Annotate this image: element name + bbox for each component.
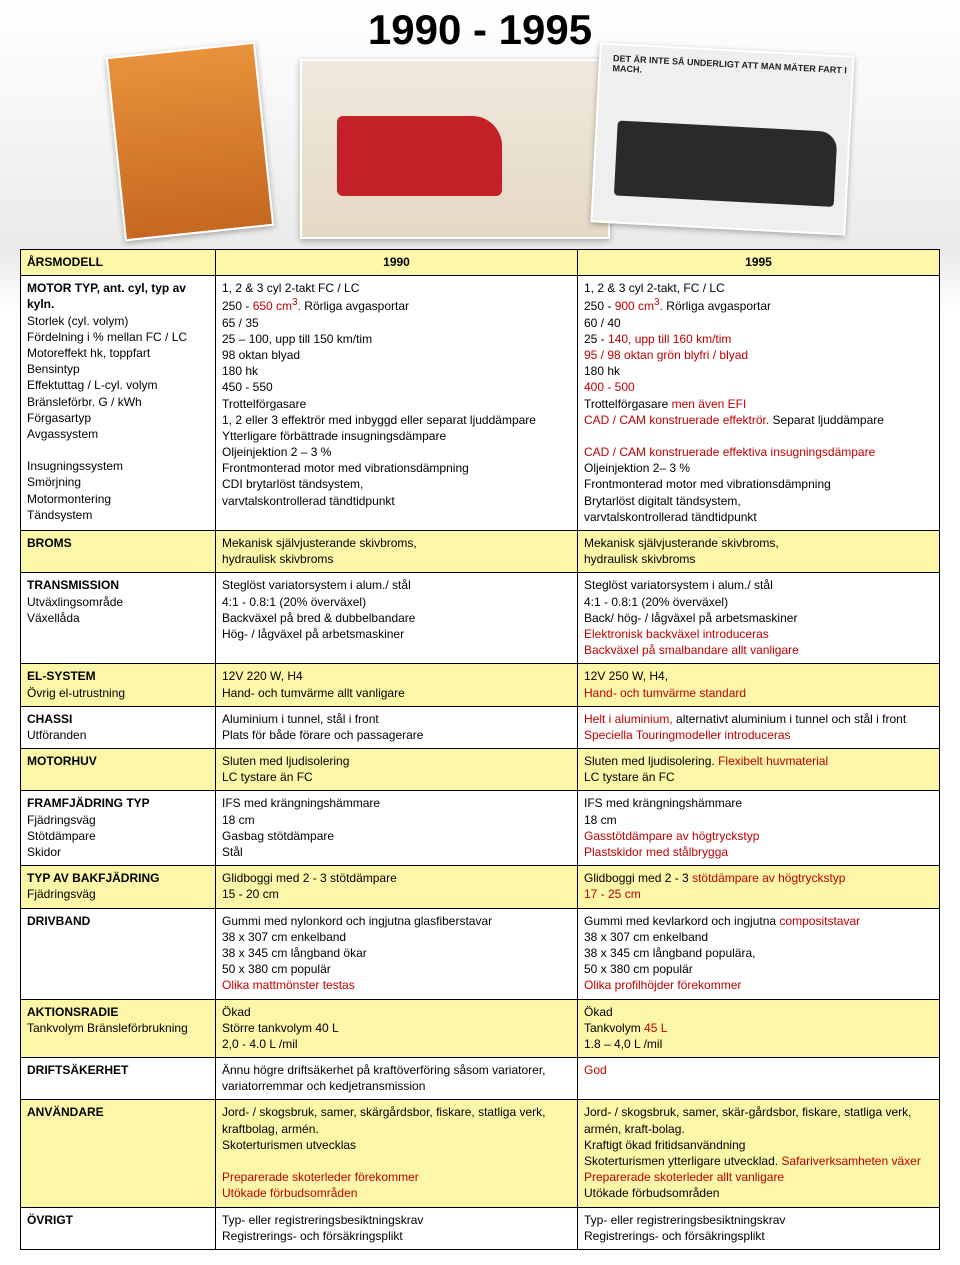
table-row: TYP AV BAKFJÄDRINGFjädringsvägGlidboggi …: [21, 866, 940, 908]
hero-images: DET ÄR INTE SÅ UNDERLIGT ATT MAN MÄTER F…: [0, 54, 960, 249]
row-1990: Steglöst variatorsystem i alum./ stål4:1…: [216, 573, 578, 664]
row-1995: 12V 250 W, H4,Hand- och tumvärme standar…: [578, 664, 940, 706]
row-1990: Jord- / skogsbruk, samer, skärgårdsbor, …: [216, 1100, 578, 1207]
row-1990: IFS med krängningshämmare18 cmGasbag stö…: [216, 791, 578, 866]
table-row: MOTORHUVSluten med ljudisoleringLC tysta…: [21, 749, 940, 791]
row-1995: Helt i aluminium, alternativt aluminium …: [578, 706, 940, 748]
row-label: TYP AV BAKFJÄDRINGFjädringsväg: [21, 866, 216, 908]
header-label: ÅRSMODELL: [21, 250, 216, 276]
row-1995: ÖkadTankvolym 45 L1.8 – 4,0 L /mil: [578, 999, 940, 1058]
hero-card-1: [106, 42, 275, 242]
row-1990: Typ- eller registreringsbesiktningskravR…: [216, 1207, 578, 1249]
row-1995: Jord- / skogsbruk, samer, skär-gårdsbor,…: [578, 1100, 940, 1207]
row-1995: Gummi med kevlarkord och ingjutna compos…: [578, 908, 940, 999]
table-row: DRIVBANDGummi med nylonkord och ingjutna…: [21, 908, 940, 999]
row-1995: Typ- eller registreringsbesiktningskravR…: [578, 1207, 940, 1249]
table-row: MOTOR TYP, ant. cyl, typ av kyln.Storlek…: [21, 276, 940, 531]
page: 1990 - 1995 DET ÄR INTE SÅ UNDERLIGT ATT…: [0, 0, 960, 1250]
table-row: TRANSMISSIONUtväxlingsområdeVäxellådaSte…: [21, 573, 940, 664]
row-label: MOTOR TYP, ant. cyl, typ av kyln.Storlek…: [21, 276, 216, 531]
header-1995: 1995: [578, 250, 940, 276]
table-row: CHASSIUtförandenAluminium i tunnel, stål…: [21, 706, 940, 748]
row-1990: Sluten med ljudisoleringLC tystare än FC: [216, 749, 578, 791]
row-1990: Aluminium i tunnel, stål i frontPlats fö…: [216, 706, 578, 748]
row-1990: ÖkadStörre tankvolym 40 L2,0 - 4.0 L /mi…: [216, 999, 578, 1058]
row-1995: Glidboggi med 2 - 3 stötdämpare av högtr…: [578, 866, 940, 908]
row-label: ANVÄNDARE: [21, 1100, 216, 1207]
row-label: ÖVRIGT: [21, 1207, 216, 1249]
table-row: BROMSMekanisk självjusterande skivbroms,…: [21, 531, 940, 573]
row-label: CHASSIUtföranden: [21, 706, 216, 748]
row-label: AKTIONSRADIETankvolym Bränsleförbrukning: [21, 999, 216, 1058]
row-1995: God: [578, 1058, 940, 1100]
row-label: DRIFTSÄKERHET: [21, 1058, 216, 1100]
table-row: ÖVRIGTTyp- eller registreringsbesiktning…: [21, 1207, 940, 1249]
row-label: DRIVBAND: [21, 908, 216, 999]
page-title: 1990 - 1995: [0, 0, 960, 54]
row-1990: 12V 220 W, H4Hand- och tumvärme allt van…: [216, 664, 578, 706]
row-1995: Steglöst variatorsystem i alum./ stål4:1…: [578, 573, 940, 664]
row-1990: Glidboggi med 2 - 3 stötdämpare15 - 20 c…: [216, 866, 578, 908]
row-label: FRAMFJÄDRING TYPFjädringsvägStötdämpareS…: [21, 791, 216, 866]
row-1995: Sluten med ljudisolering. Flexibelt huvm…: [578, 749, 940, 791]
table-row: DRIFTSÄKERHETÄnnu högre driftsäkerhet på…: [21, 1058, 940, 1100]
row-1990: Ännu högre driftsäkerhet på kraftöverför…: [216, 1058, 578, 1100]
row-label: MOTORHUV: [21, 749, 216, 791]
spec-table: ÅRSMODELL19901995MOTOR TYP, ant. cyl, ty…: [20, 249, 940, 1250]
row-label: BROMS: [21, 531, 216, 573]
row-1990: Mekanisk självjusterande skivbroms,hydra…: [216, 531, 578, 573]
table-row: FRAMFJÄDRING TYPFjädringsvägStötdämpareS…: [21, 791, 940, 866]
row-1995: IFS med krängningshämmare18 cmGasstötdäm…: [578, 791, 940, 866]
row-1990: Gummi med nylonkord och ingjutna glasfib…: [216, 908, 578, 999]
header-row: ÅRSMODELL19901995: [21, 250, 940, 276]
hero-card-3-text: DET ÄR INTE SÅ UNDERLIGT ATT MAN MÄTER F…: [612, 53, 852, 85]
row-1995: Mekanisk självjusterande skivbroms,hydra…: [578, 531, 940, 573]
row-1995: 1, 2 & 3 cyl 2-takt, FC / LC250 - 900 cm…: [578, 276, 940, 531]
table-row: AKTIONSRADIETankvolym Bränsleförbrukning…: [21, 999, 940, 1058]
row-1990: 1, 2 & 3 cyl 2-takt FC / LC250 - 650 cm3…: [216, 276, 578, 531]
table-row: EL-SYSTEMÖvrig el-utrustning12V 220 W, H…: [21, 664, 940, 706]
header-1990: 1990: [216, 250, 578, 276]
row-label: TRANSMISSIONUtväxlingsområdeVäxellåda: [21, 573, 216, 664]
table-row: ANVÄNDAREJord- / skogsbruk, samer, skärg…: [21, 1100, 940, 1207]
row-label: EL-SYSTEMÖvrig el-utrustning: [21, 664, 216, 706]
hero-card-3: DET ÄR INTE SÅ UNDERLIGT ATT MAN MÄTER F…: [590, 42, 854, 235]
hero-card-2: [300, 59, 610, 239]
